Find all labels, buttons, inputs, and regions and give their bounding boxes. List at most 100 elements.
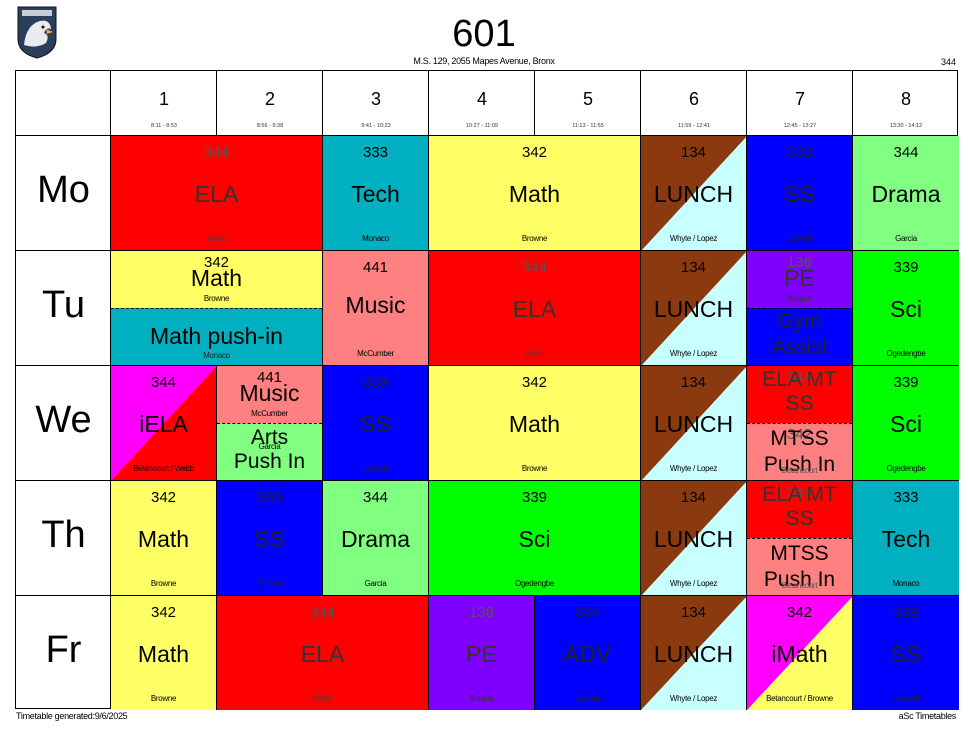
lesson-room: 342 <box>786 426 813 443</box>
timetable-title: 601 <box>452 13 516 55</box>
lesson-subject: ELA <box>194 181 239 207</box>
lesson-th-tech[interactable]: 333 Tech Monaco <box>853 481 959 596</box>
lesson-room: 333 <box>893 489 919 506</box>
lesson-subject: LUNCH <box>653 181 734 207</box>
lesson-tu-music[interactable]: 441 Music McCumber <box>323 251 429 366</box>
lesson-fr-imath[interactable]: 342 iMath Betancourt / Browne <box>747 596 853 710</box>
lesson-teacher: Monaco <box>203 351 230 360</box>
lesson-room: 344 <box>309 604 336 621</box>
lesson-tu-ela[interactable]: 344 ELA Webb <box>429 251 641 366</box>
lesson-subject: Math <box>508 411 561 437</box>
lesson-room: 134 <box>680 374 707 391</box>
lesson-teacher: Browne <box>150 579 177 588</box>
lesson-subject: SS <box>784 181 815 207</box>
lesson-subject: LUNCH <box>653 411 734 437</box>
lesson-subject: Arts Push In <box>233 426 306 473</box>
lesson-subject: SS <box>890 641 922 667</box>
lesson-room: 339 <box>362 374 389 391</box>
lesson-th-elamtss-mtss[interactable]: 344 ELA MT SS MTSS Push In Betancourt <box>747 481 853 596</box>
day-divider-2 <box>16 365 111 366</box>
period-3-time: 9:41 - 10:23 <box>361 123 391 129</box>
lesson-subject: Sci <box>890 411 922 437</box>
lesson-tu-sci[interactable]: 339 Sci Ogedengbe <box>853 251 959 366</box>
lesson-th-ss[interactable]: 339 SS Caswell <box>217 481 323 596</box>
lesson-fr-ela[interactable]: 344 ELA Webb <box>217 596 429 710</box>
lesson-room: 339 <box>893 604 919 621</box>
lesson-subject: Math <box>508 181 561 207</box>
lesson-we-music-arts[interactable]: 441 Music McCumber Arts Push In Garcia <box>217 366 323 481</box>
lesson-room: 344 <box>786 369 813 386</box>
lesson-subject: Music <box>239 380 300 406</box>
day-label-mo: Mo <box>37 169 90 211</box>
lesson-room: 134 <box>680 259 707 276</box>
lesson-teacher: Webb <box>206 234 227 243</box>
period-6-number: 6 <box>688 89 699 109</box>
lesson-tu-lunch[interactable]: 134 LUNCH Whyte / Lopez <box>641 251 747 366</box>
lesson-teacher: Caswell <box>893 694 919 703</box>
lesson-room: 344 <box>893 144 919 161</box>
lesson-we-elamtss-mtss[interactable]: 344 ELA MT SS 342 MTSS Push In Betancour… <box>747 366 853 481</box>
lesson-subject: Math <box>137 526 190 552</box>
period-7-time: 12:45 - 13:27 <box>783 123 817 129</box>
lesson-we-math[interactable]: 342 Math Browne <box>429 366 641 481</box>
lesson-teacher: McCumber <box>251 409 288 418</box>
lesson-room: 342 <box>521 144 548 161</box>
lesson-fr-adv[interactable]: 344 ADV Caswell <box>535 596 641 710</box>
lesson-th-sci[interactable]: 339 Sci Ogedengbe <box>429 481 641 596</box>
lesson-subject: ELA <box>512 296 557 322</box>
school-eagle-logo <box>16 5 58 59</box>
lesson-subject: PE <box>784 265 815 291</box>
lesson-teacher: Garcia <box>364 579 387 588</box>
day-divider-3 <box>16 480 111 481</box>
lesson-subject: Math <box>190 265 243 291</box>
lesson-room: 134 <box>680 604 707 621</box>
lesson-mo-ss[interactable]: 338 SS Caswell <box>747 136 853 251</box>
lesson-subject: ELA <box>300 641 345 667</box>
lesson-room: 333 <box>362 144 389 161</box>
lesson-subject: LUNCH <box>653 526 734 552</box>
header-divider-7 <box>746 71 747 136</box>
lesson-room: 136 <box>468 604 495 621</box>
lesson-room: 136 <box>786 254 813 271</box>
day-divider-1 <box>16 250 111 251</box>
day-column-divider <box>110 71 111 708</box>
day-label-we: We <box>35 399 92 441</box>
lesson-subject: ELA MT SS <box>762 483 837 530</box>
lesson-room: 339 <box>521 489 548 506</box>
lesson-we-iela[interactable]: 344 iELA Betancourt / Webb <box>111 366 217 481</box>
lesson-fr-ss[interactable]: 339 SS Caswell <box>853 596 959 710</box>
lesson-subject: LUNCH <box>653 641 734 667</box>
lesson-th-drama[interactable]: 344 Drama Garcia <box>323 481 429 596</box>
lesson-room: 441 <box>256 369 283 386</box>
lesson-room: 342 <box>203 254 230 271</box>
lesson-tu-pe-gym[interactable]: 136 PE Borges Gym Assist <box>747 251 853 366</box>
lesson-we-sci[interactable]: 339 Sci Ogedengbe <box>853 366 959 481</box>
lesson-subject: Math push-in <box>150 323 283 349</box>
lesson-room: 342 <box>786 604 813 621</box>
lesson-teacher: Whyte / Lopez <box>669 349 718 358</box>
lesson-mo-tech[interactable]: 333 Tech Monaco <box>323 136 429 251</box>
lesson-tu-math-split[interactable]: 342 Math Browne Math push-in Monaco <box>111 251 323 366</box>
lesson-mo-lunch[interactable]: 134 LUNCH Whyte / Lopez <box>641 136 747 251</box>
period-4-number: 4 <box>476 89 487 109</box>
lesson-room: 339 <box>893 374 919 391</box>
header-divider-5 <box>534 71 535 136</box>
header-divider-3 <box>322 71 323 136</box>
lesson-mo-ela[interactable]: 344 ELA Webb <box>111 136 323 251</box>
lesson-mo-math[interactable]: 342 Math Browne <box>429 136 641 251</box>
lesson-subject: SS <box>254 526 285 552</box>
lesson-th-math[interactable]: 342 Math Browne <box>111 481 217 596</box>
lesson-fr-math[interactable]: 342 Math Browne <box>111 596 217 710</box>
lesson-subject: SS <box>360 411 391 437</box>
lesson-teacher: Caswell <box>362 464 389 473</box>
header-divider-4 <box>428 71 429 136</box>
lesson-fr-pe[interactable]: 136 PE Borges <box>429 596 535 710</box>
lesson-subject: Tech <box>351 181 400 207</box>
lesson-we-ss[interactable]: 339 SS Caswell <box>323 366 429 481</box>
period-4-time: 10:27 - 11:09 <box>465 123 498 129</box>
lesson-mo-drama[interactable]: 344 Drama Garcia <box>853 136 959 251</box>
lesson-we-lunch[interactable]: 134 LUNCH Whyte / Lopez <box>641 366 747 481</box>
lesson-th-lunch[interactable]: 134 LUNCH Whyte / Lopez <box>641 481 747 596</box>
lesson-room: 344 <box>150 374 177 391</box>
lesson-fr-lunch[interactable]: 134 LUNCH Whyte / Lopez <box>641 596 747 710</box>
